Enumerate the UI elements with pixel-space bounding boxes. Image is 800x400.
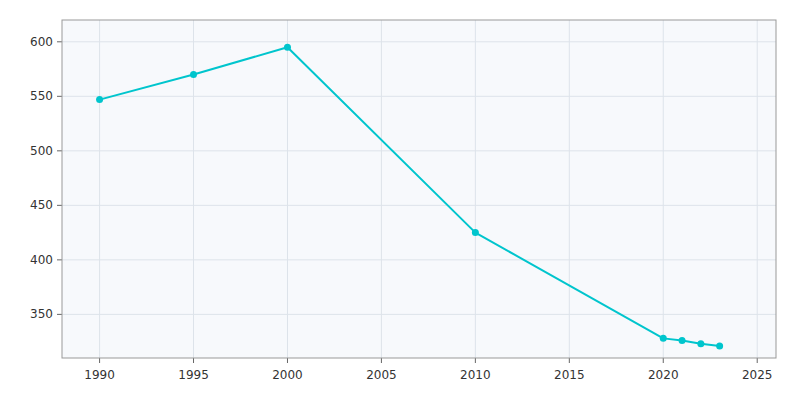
tick-label-x: 1990 [84, 368, 115, 382]
chart: 1990 1995 2000 2005 2010 2015 2020 2025 350 400 45… [0, 0, 800, 400]
tick-x [569, 358, 570, 363]
grid-line-x [193, 20, 194, 358]
tick-label-y: 450 [30, 198, 53, 212]
tick-label-y: 350 [30, 307, 53, 321]
tick-x [99, 358, 100, 363]
series [96, 44, 723, 350]
axes: 1990 1995 2000 2005 2010 2015 2020 2025 350 400 45… [30, 20, 776, 382]
grid-line-y [62, 259, 776, 260]
chart-container: 1990 1995 2000 2005 2010 2015 2020 2025 350 400 45… [0, 0, 800, 400]
tick-y [57, 259, 62, 260]
tick-label-y: 400 [30, 253, 53, 267]
point [660, 335, 667, 342]
plot-background [62, 20, 776, 358]
grid-line-y [62, 96, 776, 97]
tick-label-x: 2025 [742, 368, 773, 382]
tick-label-x: 2000 [272, 368, 303, 382]
tick-label-x: 2005 [366, 368, 397, 382]
tick-label-y: 550 [30, 89, 53, 103]
point [679, 337, 686, 344]
tick-x [287, 358, 288, 363]
point [472, 229, 479, 236]
grid-line-x [287, 20, 288, 358]
tick-label-x: 2010 [460, 368, 491, 382]
tick-y [57, 41, 62, 42]
tick-label-y: 600 [30, 35, 53, 49]
grid-line-x [475, 20, 476, 358]
tick-label-x: 2020 [648, 368, 679, 382]
point [697, 340, 704, 347]
tick-y [57, 150, 62, 151]
line [100, 47, 720, 346]
point [190, 71, 197, 78]
grid [62, 20, 776, 358]
tick-label-y: 500 [30, 144, 53, 158]
tick-y [57, 96, 62, 97]
plot-frame [62, 20, 776, 358]
tick-x [381, 358, 382, 363]
grid-line-y [62, 314, 776, 315]
point [96, 96, 103, 103]
tick-x [663, 358, 664, 363]
tick-label-x: 1995 [178, 368, 209, 382]
grid-line-y [62, 150, 776, 151]
grid-line-y [62, 205, 776, 206]
tick-y [57, 314, 62, 315]
tick-x [193, 358, 194, 363]
tick-x [475, 358, 476, 363]
grid-line-x [99, 20, 100, 358]
tick-y [57, 205, 62, 206]
tick-x [757, 358, 758, 363]
grid-line-x [663, 20, 664, 358]
grid-line-y [62, 41, 776, 42]
tick-label-x: 2015 [554, 368, 585, 382]
point [716, 343, 723, 350]
point [284, 44, 291, 51]
grid-line-x [381, 20, 382, 358]
grid-line-x [757, 20, 758, 358]
grid-line-x [569, 20, 570, 358]
